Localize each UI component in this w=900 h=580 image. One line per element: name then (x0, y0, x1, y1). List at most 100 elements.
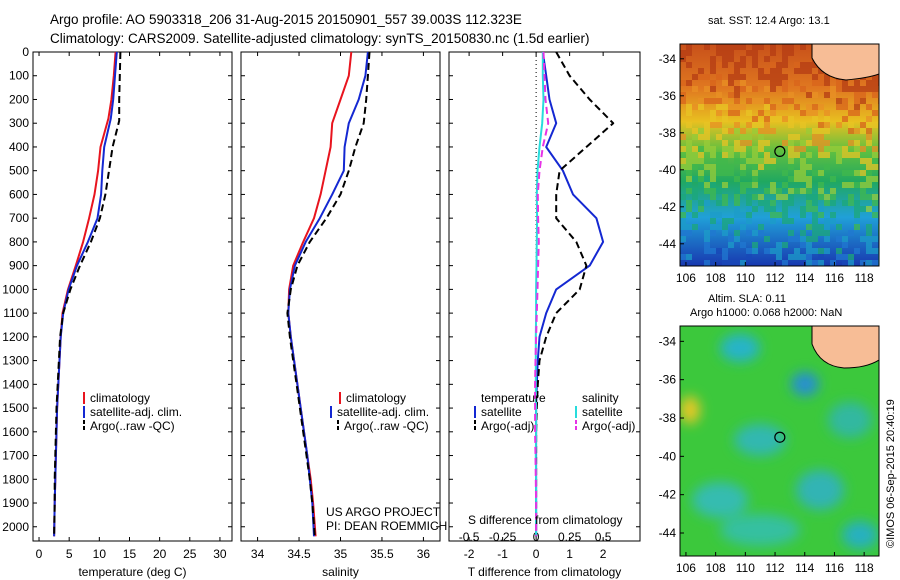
sst-frame (679, 43, 880, 267)
y-tick-label: 1800 (2, 472, 29, 486)
map-x-tick-label: 116 (825, 561, 844, 575)
sst-argo-marker (774, 145, 786, 157)
map-x-tick-label: 114 (795, 271, 814, 285)
legend-label-argo: Argo(..raw -QC) (344, 419, 429, 433)
map-y-tick-label: -34 (659, 52, 677, 66)
map-x-tick-label: 106 (676, 271, 696, 285)
legend-label-s-argo: Argo(-adj) (582, 419, 635, 433)
title-line-1: Argo profile: AO 5903318_206 31-Aug-2015… (50, 12, 522, 27)
legend-label-satellite: satellite-adj. clim. (337, 405, 429, 419)
x-tick-label: 1 (566, 547, 573, 561)
map-y-tick-label: -44 (659, 526, 677, 540)
sst-land (811, 44, 879, 81)
legend-label-t-satellite: satellite (481, 405, 522, 419)
map-x-tick-label: 116 (825, 271, 844, 285)
sst-title: sat. SST: 12.4 Argo: 13.1 (708, 15, 830, 27)
map-y-tick-label: -38 (659, 126, 677, 140)
series-t-satellite-line (535, 51, 605, 537)
series-argo-raw-qc-line (286, 51, 371, 537)
series-satellite-adj-clim-line (287, 51, 369, 537)
x-tick-label: 36 (417, 547, 431, 561)
y-tick-label: 500 (9, 164, 29, 178)
x-tick-label: 10 (93, 547, 107, 561)
legend-label-climatology: climatology (90, 391, 150, 405)
y-tick-label: 700 (9, 211, 29, 225)
temperature-series (53, 51, 122, 537)
y-tick-label: 1100 (3, 306, 29, 320)
x-tick-label: 34 (251, 547, 265, 561)
s-difference-label: S difference from climatology (468, 513, 623, 527)
sla-land (811, 326, 879, 369)
series-argo-raw-qc-line (53, 51, 122, 537)
salinity-legend: climatology satellite-adj. clim. Argo(..… (326, 391, 447, 533)
map-y-tick-label: -38 (659, 411, 677, 425)
y-tick-label: 1400 (2, 377, 29, 391)
temperature-axes: 0 5 10 15 20 25 300100200300400500600700800900… (2, 45, 232, 579)
imos-watermark: ©IMOS 06-Sep-2015 20:40:19 (885, 399, 897, 548)
salinity-series (286, 51, 371, 537)
sla-title: Altim. SLA: 0.11 (708, 293, 786, 305)
x-tick-label: -2 (464, 547, 475, 561)
y-tick-label: 200 (9, 92, 29, 106)
sst-heatmap (680, 44, 879, 266)
map-y-tick-label: -44 (659, 237, 677, 251)
x-axis-label: T difference from climatology (468, 565, 622, 579)
s-tick-label: 0 (533, 530, 540, 544)
x-axis-label: temperature (deg C) (78, 565, 186, 579)
sst-axes: 106 108 110 112 114 116 118 -34 -36 -38 -40 -42 -44 (659, 52, 874, 285)
x-tick-label: 25 (183, 547, 197, 561)
x-axis-label: salinity (322, 565, 359, 579)
y-tick-label: 600 (9, 187, 29, 201)
x-tick-label: 34.5 (287, 547, 311, 561)
pi-label: PI: DEAN ROEMMICH (326, 519, 447, 533)
title-line-2: Climatology: CARS2009. Satellite-adjuste… (50, 31, 590, 46)
legend-label-satellite: satellite-adj. clim. (90, 405, 182, 419)
y-tick-label: 300 (9, 116, 29, 130)
map-y-tick-label: -34 (659, 334, 677, 348)
legend-label-argo: Argo(..raw -QC) (90, 419, 175, 433)
map-x-tick-label: 106 (676, 561, 696, 575)
sla-frame (679, 325, 880, 557)
legend-label-climatology: climatology (346, 391, 406, 405)
y-tick-label: 900 (9, 259, 29, 273)
series-climatology-line (287, 51, 353, 537)
difference-legend: temperature satellite Argo(-adj) salinit… (468, 391, 635, 527)
map-y-tick-label: -42 (659, 488, 677, 502)
x-tick-label: 2 (600, 547, 607, 561)
map-x-tick-label: 112 (765, 271, 784, 285)
x-tick-label: 0 (36, 547, 43, 561)
y-tick-label: 100 (9, 69, 29, 83)
map-y-tick-label: -42 (659, 200, 677, 214)
y-tick-label: 1000 (2, 282, 29, 296)
series-satellite-adj-clim-line (53, 51, 118, 537)
x-tick-label: 30 (213, 547, 227, 561)
sla-heatmap (680, 326, 879, 556)
map-x-tick-label: 114 (795, 561, 814, 575)
x-tick-label: 0 (533, 547, 540, 561)
temperature-panel-frame (32, 51, 233, 542)
series-climatology-line (53, 51, 117, 537)
sst-texture (680, 44, 879, 266)
series-s-argo-adj-line (534, 51, 550, 537)
temperature-legend: climatology satellite-adj. clim. Argo(..… (83, 391, 182, 433)
x-tick-label: 35 (334, 547, 348, 561)
map-x-tick-label: 110 (736, 561, 755, 575)
s-tick-label: 0.5 (595, 530, 612, 544)
legend-title-temperature: temperature (481, 391, 546, 405)
y-tick-label: 1200 (2, 330, 29, 344)
difference-series (534, 51, 615, 537)
salinity-axes: 34 34.5 35 35.5 36 salinity (241, 51, 440, 579)
map-y-tick-label: -40 (659, 449, 677, 463)
s-tick-label: 0.25 (558, 530, 582, 544)
x-tick-label: 35.5 (370, 547, 394, 561)
x-tick-label: -1 (497, 547, 508, 561)
sla-texture (680, 334, 878, 549)
y-tick-label: 1900 (2, 496, 29, 510)
salinity-panel-frame (240, 51, 441, 542)
s-tick-label: -0.5 (459, 530, 480, 544)
map-x-tick-label: 108 (706, 561, 726, 575)
x-tick-label: 15 (123, 547, 137, 561)
map-x-tick-label: 118 (855, 271, 874, 285)
map-y-tick-label: -36 (659, 89, 677, 103)
sla-axes: 106 108 110 112 114 116 118 -34 -36 -38 -40 -42 -44 (659, 334, 874, 575)
